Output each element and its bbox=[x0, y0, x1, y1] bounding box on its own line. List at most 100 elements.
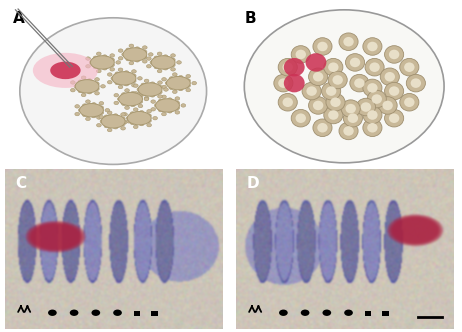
Ellipse shape bbox=[350, 58, 360, 67]
Circle shape bbox=[132, 84, 136, 87]
Ellipse shape bbox=[400, 94, 419, 111]
Ellipse shape bbox=[333, 75, 343, 85]
Circle shape bbox=[97, 124, 101, 127]
Circle shape bbox=[154, 56, 159, 59]
Ellipse shape bbox=[365, 58, 384, 76]
Ellipse shape bbox=[389, 50, 399, 59]
Bar bbox=[365, 311, 371, 316]
Ellipse shape bbox=[112, 72, 136, 85]
Circle shape bbox=[144, 97, 149, 101]
Circle shape bbox=[158, 109, 163, 112]
Ellipse shape bbox=[384, 82, 404, 100]
Circle shape bbox=[103, 67, 107, 70]
Ellipse shape bbox=[361, 102, 371, 112]
Ellipse shape bbox=[367, 42, 377, 51]
Circle shape bbox=[113, 309, 122, 316]
Circle shape bbox=[75, 105, 79, 108]
Circle shape bbox=[86, 64, 91, 68]
Circle shape bbox=[158, 99, 163, 103]
Ellipse shape bbox=[411, 78, 421, 88]
Ellipse shape bbox=[244, 10, 444, 163]
Bar bbox=[134, 311, 140, 316]
Ellipse shape bbox=[326, 86, 336, 96]
Circle shape bbox=[175, 106, 180, 110]
Circle shape bbox=[103, 55, 107, 58]
Circle shape bbox=[186, 88, 190, 92]
Ellipse shape bbox=[367, 123, 377, 132]
Circle shape bbox=[121, 126, 125, 130]
Circle shape bbox=[95, 78, 99, 81]
Ellipse shape bbox=[343, 126, 354, 136]
Circle shape bbox=[81, 93, 86, 97]
Circle shape bbox=[99, 102, 103, 105]
Circle shape bbox=[104, 115, 109, 119]
Circle shape bbox=[86, 57, 91, 60]
Ellipse shape bbox=[123, 48, 147, 61]
Circle shape bbox=[82, 104, 87, 107]
Circle shape bbox=[121, 113, 125, 116]
Ellipse shape bbox=[384, 110, 404, 127]
Circle shape bbox=[146, 114, 151, 117]
Circle shape bbox=[150, 82, 155, 85]
Circle shape bbox=[124, 83, 129, 86]
Circle shape bbox=[118, 85, 123, 89]
Circle shape bbox=[163, 55, 168, 58]
Circle shape bbox=[144, 79, 149, 83]
Circle shape bbox=[163, 67, 168, 70]
Ellipse shape bbox=[156, 99, 179, 112]
Ellipse shape bbox=[79, 104, 103, 117]
Circle shape bbox=[134, 92, 138, 95]
Circle shape bbox=[158, 85, 162, 89]
Circle shape bbox=[117, 97, 122, 101]
Circle shape bbox=[178, 87, 183, 91]
Circle shape bbox=[124, 71, 129, 74]
Circle shape bbox=[126, 117, 131, 120]
Circle shape bbox=[115, 72, 120, 75]
Circle shape bbox=[91, 103, 96, 106]
Circle shape bbox=[141, 83, 146, 87]
Ellipse shape bbox=[274, 74, 293, 92]
Circle shape bbox=[157, 69, 162, 73]
Circle shape bbox=[135, 47, 140, 50]
Circle shape bbox=[148, 53, 153, 56]
Circle shape bbox=[79, 109, 83, 112]
Circle shape bbox=[141, 93, 146, 96]
Circle shape bbox=[122, 113, 128, 116]
Circle shape bbox=[130, 121, 135, 124]
Ellipse shape bbox=[343, 37, 354, 46]
Ellipse shape bbox=[278, 94, 297, 111]
Circle shape bbox=[99, 116, 103, 119]
Ellipse shape bbox=[317, 42, 328, 51]
Circle shape bbox=[169, 77, 174, 80]
Ellipse shape bbox=[296, 114, 306, 123]
Circle shape bbox=[168, 98, 172, 101]
Ellipse shape bbox=[302, 82, 321, 100]
Circle shape bbox=[101, 85, 105, 88]
Circle shape bbox=[138, 104, 143, 108]
Ellipse shape bbox=[378, 97, 397, 114]
Circle shape bbox=[87, 91, 92, 94]
Circle shape bbox=[170, 63, 175, 67]
Circle shape bbox=[186, 84, 190, 87]
Ellipse shape bbox=[291, 46, 310, 63]
Circle shape bbox=[138, 77, 142, 80]
Circle shape bbox=[81, 76, 86, 79]
Circle shape bbox=[168, 110, 172, 113]
Circle shape bbox=[164, 88, 168, 91]
Circle shape bbox=[322, 309, 331, 316]
Circle shape bbox=[158, 90, 162, 94]
Circle shape bbox=[126, 57, 131, 61]
Ellipse shape bbox=[339, 33, 358, 50]
Ellipse shape bbox=[389, 86, 399, 96]
Ellipse shape bbox=[343, 110, 362, 127]
Circle shape bbox=[74, 85, 79, 88]
Circle shape bbox=[169, 86, 174, 90]
Circle shape bbox=[95, 92, 99, 95]
Circle shape bbox=[99, 106, 103, 109]
Circle shape bbox=[132, 70, 136, 73]
Circle shape bbox=[94, 87, 99, 91]
Circle shape bbox=[85, 100, 90, 103]
Ellipse shape bbox=[119, 92, 142, 106]
Ellipse shape bbox=[296, 50, 306, 59]
Circle shape bbox=[186, 74, 190, 78]
